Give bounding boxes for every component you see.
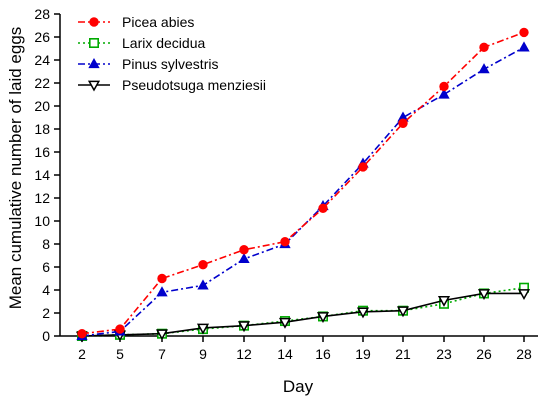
y-tick-label: 12	[34, 190, 50, 206]
x-tick-label: 19	[355, 346, 371, 362]
data-point	[477, 289, 491, 300]
y-tick-label: 10	[34, 213, 50, 229]
data-point	[156, 286, 168, 297]
legend-label: Larix decidua	[122, 35, 205, 51]
data-point	[196, 323, 210, 335]
legend-marker	[89, 37, 100, 48]
legend-item: Picea abies	[78, 14, 194, 30]
x-tick-label: 12	[236, 346, 252, 362]
y-tick-label: 4	[42, 282, 50, 298]
x-axis-title: Day	[283, 377, 314, 396]
legend: Picea abies Larix decidua Pinus sylvestris…	[78, 14, 266, 93]
y-tick-label: 0	[42, 328, 50, 344]
y-tick-label: 8	[42, 236, 50, 252]
data-point	[438, 88, 450, 99]
y-tick-label: 26	[34, 29, 50, 45]
legend-item: Larix decidua	[78, 35, 205, 51]
y-axis-title: Mean cumulative number of laid eggs	[6, 27, 25, 310]
x-tick-label: 21	[395, 346, 411, 362]
data-point	[77, 329, 87, 339]
x-tick-label: 9	[199, 346, 207, 362]
data-point	[278, 317, 292, 329]
series-line	[81, 31, 525, 335]
y-tick-label: 16	[34, 144, 50, 160]
data-point	[237, 321, 251, 333]
data-point	[517, 289, 531, 300]
legend-item: Pinus sylvestris	[78, 56, 218, 72]
data-point	[478, 63, 490, 74]
data-point	[157, 273, 167, 284]
x-tick-label: 5	[116, 346, 124, 362]
legend-label: Pinus sylvestris	[122, 56, 218, 72]
x-tick-label: 2	[78, 346, 86, 362]
data-point	[238, 252, 250, 264]
series-line	[81, 292, 524, 337]
y-tick-label: 18	[34, 121, 50, 137]
data-point	[519, 27, 529, 38]
data-point	[318, 203, 328, 214]
series-layer	[75, 27, 531, 343]
x-tick-label: 26	[476, 346, 492, 362]
legend-marker	[87, 80, 101, 92]
data-point	[155, 329, 169, 341]
x-tick-label: 14	[277, 346, 293, 362]
x-tick-label: 16	[315, 346, 331, 362]
legend-label: Picea abies	[122, 14, 194, 30]
data-point	[398, 118, 408, 128]
data-point	[239, 245, 249, 255]
data-point	[479, 42, 489, 53]
y-tick-label: 20	[34, 98, 50, 114]
y-tick-label: 14	[34, 167, 50, 183]
legend-marker	[89, 17, 99, 27]
legend-item: Pseudotsuga menziesii	[78, 77, 266, 93]
legend-marker	[88, 57, 100, 69]
series-picea-abies	[77, 27, 529, 339]
data-point	[198, 260, 208, 270]
data-point	[197, 279, 209, 290]
data-point	[356, 307, 370, 319]
series-larix-decidua	[77, 282, 529, 341]
data-point	[115, 324, 125, 334]
data-point	[280, 237, 290, 247]
data-point	[518, 41, 530, 52]
y-tick-label: 24	[34, 52, 50, 68]
legend-label: Pseudotsuga menziesii	[122, 77, 266, 93]
data-point	[437, 296, 451, 307]
x-tick-label: 23	[436, 346, 452, 362]
data-point	[358, 162, 368, 172]
y-tick-label: 28	[34, 6, 50, 22]
y-tick-label: 2	[42, 305, 50, 321]
y-tick-label: 22	[34, 75, 50, 91]
data-point	[316, 312, 330, 323]
series-pseudotsuga-menziesii	[75, 289, 531, 343]
data-point	[439, 81, 449, 92]
y-tick-label: 6	[42, 259, 50, 275]
x-tick-label: 7	[158, 346, 166, 362]
data-point	[396, 306, 410, 318]
series-line	[81, 286, 525, 337]
x-tick-label: 28	[516, 346, 532, 362]
